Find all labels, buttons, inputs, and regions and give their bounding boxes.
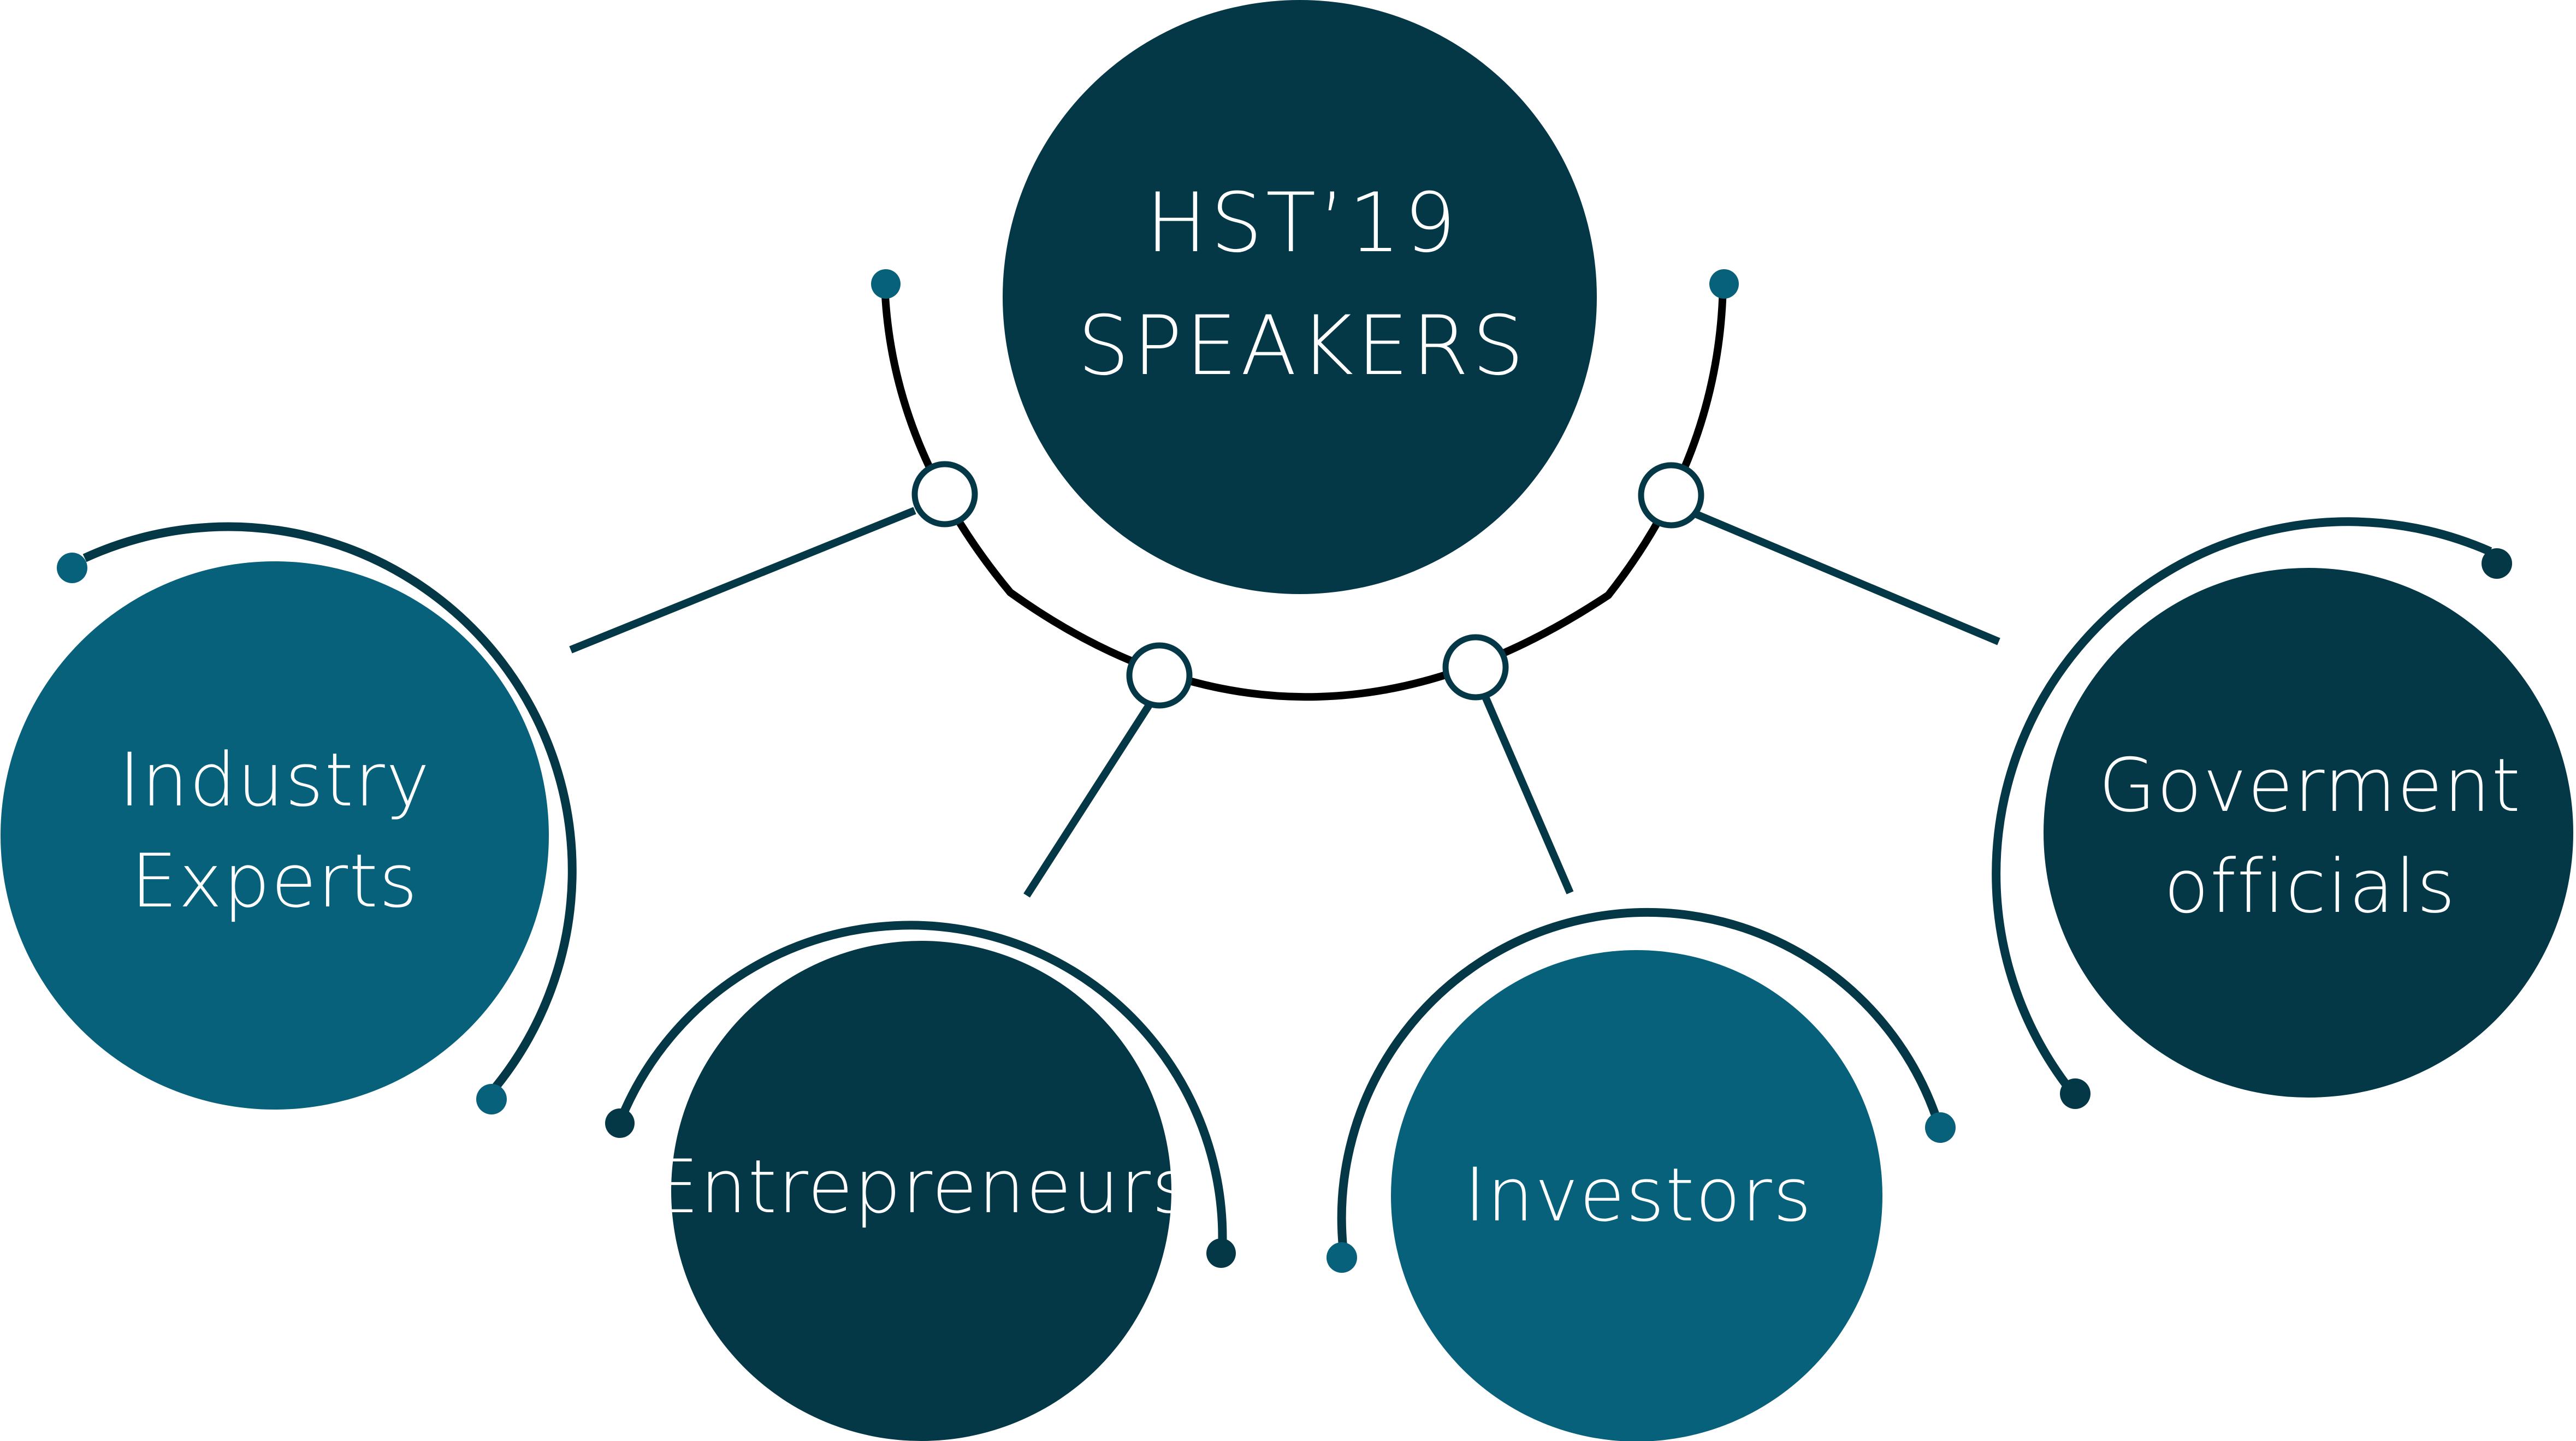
entrepreneurs-outer-arc [615, 921, 1227, 1251]
investors-label: Investors [1464, 1152, 1813, 1238]
government-officials-label-line1: Goverment [2099, 743, 2521, 828]
arc-endpoint-dot [871, 269, 901, 299]
node-industry-experts: Industry Experts [1, 561, 549, 1110]
arc-endpoint-dot [1709, 269, 1739, 299]
arc-endpoint-dot [1327, 1242, 1357, 1273]
arc-endpoint-dot [476, 1084, 507, 1114]
entrepreneurs-label: Entrepreneurs [653, 1144, 1192, 1230]
connector-line-government [1686, 507, 2000, 645]
arc-endpoint-dot [1925, 1112, 1956, 1143]
industry-experts-label-line1: Industry [119, 737, 430, 823]
investors-circle [1391, 950, 1882, 1441]
industry-experts-label-line2: Experts [131, 838, 419, 924]
hub-ring [911, 461, 978, 527]
hub-ring [1442, 634, 1509, 701]
industry-outer-arc [82, 522, 577, 1095]
arc-endpoint-dot [605, 1108, 635, 1138]
government-officials-circle [2044, 568, 2573, 1098]
center-node: HST’19 SPEAKERS [1003, 0, 1597, 594]
hub-ring [1638, 462, 1704, 529]
arc-endpoint-dot [57, 553, 87, 583]
government-outer-arc [1992, 517, 2492, 1092]
hub-ring [1126, 642, 1193, 709]
center-circle [1003, 0, 1597, 594]
connector-line-investors [1479, 689, 1574, 894]
government-officials-label-line2: officials [2164, 844, 2456, 929]
arc-endpoint-dot [1206, 1238, 1236, 1268]
arc-endpoint-dot [2060, 1078, 2091, 1109]
center-title-line1: HST’19 [1146, 176, 1459, 271]
entrepreneurs-circle [671, 941, 1171, 1441]
arc-endpoint-dot [2482, 548, 2512, 579]
center-title-line2: SPEAKERS [1077, 299, 1527, 394]
node-government-officials: Goverment officials [2044, 568, 2573, 1098]
investors-outer-arc [1337, 908, 1943, 1256]
connector-line-entrepreneurs [1023, 702, 1153, 898]
node-entrepreneurs: Entrepreneurs [653, 941, 1192, 1441]
connector-line-industry [569, 507, 916, 654]
node-investors: Investors [1391, 950, 1882, 1441]
industry-experts-circle [1, 561, 549, 1110]
